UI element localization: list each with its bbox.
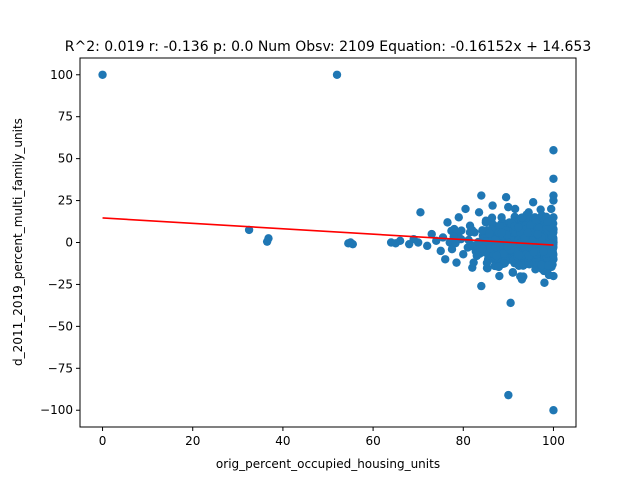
data-point: [332, 70, 342, 79]
data-point: [514, 250, 524, 260]
data-point: [501, 193, 511, 202]
x-tick-label: 60: [365, 434, 380, 448]
data-point: [467, 225, 477, 235]
data-point: [537, 260, 546, 270]
data-point: [497, 228, 506, 238]
x-axis-label: orig_percent_occupied_housing_units: [216, 457, 440, 471]
data-point: [528, 198, 538, 207]
data-point: [459, 250, 468, 259]
data-point: [438, 233, 448, 242]
data-point: [514, 222, 523, 232]
data-point: [477, 281, 486, 291]
y-tick-label: 0: [65, 236, 73, 250]
y-tick-label: −25: [48, 277, 73, 291]
data-point: [423, 241, 432, 251]
data-point: [487, 213, 497, 222]
data-point: [427, 229, 436, 239]
data-point: [461, 204, 470, 214]
data-point: [395, 236, 405, 246]
data-point: [508, 268, 517, 277]
data-point: [549, 406, 558, 415]
data-point: [492, 251, 501, 260]
data-point: [416, 208, 425, 217]
x-tick-label: 40: [275, 434, 290, 448]
data-point: [503, 241, 512, 251]
data-point: [510, 204, 520, 214]
data-point: [517, 213, 527, 222]
data-point: [447, 245, 457, 254]
data-point: [506, 298, 515, 308]
x-tick-label: 0: [99, 434, 107, 448]
data-point: [478, 226, 487, 235]
data-point: [514, 261, 524, 271]
data-point: [454, 213, 463, 222]
data-point: [523, 228, 533, 237]
data-point: [516, 272, 525, 281]
data-point: [491, 242, 500, 252]
y-axis-ticks: −100 −75 −50 −25 0 25 50 75 100: [40, 68, 80, 417]
data-point: [477, 244, 487, 253]
regression-fit: [102, 217, 554, 246]
data-point: [477, 191, 486, 200]
y-axis-label: d_2011_2019_percent_multi_family_units: [11, 118, 25, 366]
data-point: [495, 221, 505, 231]
fit-line: [102, 217, 554, 246]
x-tick-label: 80: [456, 434, 471, 448]
data-point: [452, 258, 461, 267]
data-point: [244, 225, 254, 235]
y-tick-label: 50: [58, 152, 73, 166]
y-tick-label: −100: [40, 403, 73, 417]
data-point: [474, 208, 484, 217]
data-point: [504, 202, 513, 212]
x-tick-label: 20: [185, 434, 200, 448]
data-point: [474, 237, 483, 247]
data-point: [498, 249, 508, 258]
data-point: [443, 218, 452, 227]
data-point: [264, 234, 273, 243]
data-point: [529, 248, 538, 257]
data-point: [549, 196, 558, 205]
data-point: [441, 255, 450, 264]
data-point: [549, 174, 558, 183]
data-point: [543, 217, 552, 227]
y-tick-label: 100: [50, 68, 73, 82]
data-point: [494, 262, 504, 272]
data-point: [525, 221, 535, 231]
x-axis-ticks: 0 20 40 60 80 100: [99, 427, 565, 448]
y-tick-label: 25: [58, 194, 73, 208]
data-point: [348, 239, 357, 249]
data-point: [436, 246, 445, 256]
y-tick-label: 75: [58, 110, 73, 124]
data-point: [469, 258, 478, 267]
y-tick-label: −75: [48, 361, 73, 375]
x-tick-label: 100: [542, 434, 565, 448]
data-point: [495, 271, 504, 281]
data-point: [98, 70, 107, 79]
data-point: [497, 213, 506, 222]
data-point: [413, 238, 423, 247]
data-point: [544, 261, 553, 270]
data-point: [457, 226, 466, 235]
data-point: [488, 201, 497, 210]
data-point: [482, 258, 492, 268]
data-point: [549, 146, 558, 155]
data-point: [533, 229, 543, 239]
data-point: [547, 204, 556, 214]
chart-title: R^2: 0.019 r: -0.136 p: 0.0 Num Obsv: 21…: [65, 39, 592, 55]
data-point: [540, 278, 549, 287]
data-point: [539, 247, 548, 256]
data-points: [98, 70, 558, 415]
data-point: [504, 390, 513, 400]
plot-frame: [79, 57, 577, 428]
y-tick-label: −50: [48, 319, 73, 333]
data-point: [451, 238, 460, 248]
data-point: [485, 229, 494, 238]
